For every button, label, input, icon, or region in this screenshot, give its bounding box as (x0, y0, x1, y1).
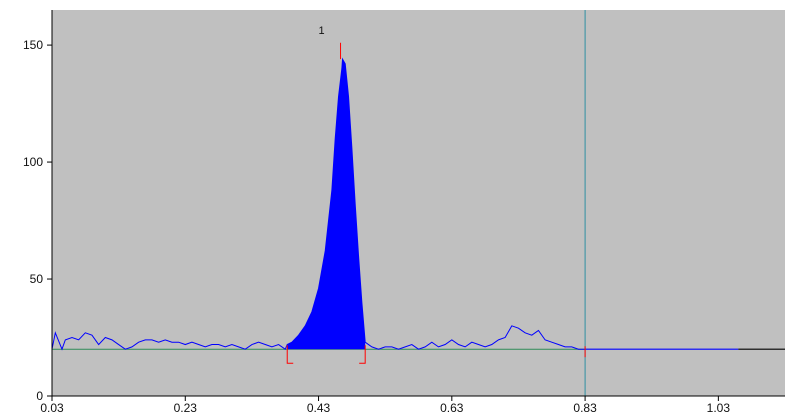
axes-layer (47, 10, 785, 401)
plot-area-background (52, 10, 785, 396)
x-tick-label-3: 0.63 (440, 401, 464, 414)
y-tick-label-0: 0 (36, 389, 43, 403)
integration-start-mark (286, 345, 294, 364)
x-tick-label-2: 0.43 (307, 401, 331, 414)
x-tick-label-1: 0.23 (174, 401, 198, 414)
x-tick-label-4: 0.83 (573, 401, 597, 414)
peak-label: 1 (318, 25, 324, 37)
y-tick-label-1: 50 (30, 272, 44, 286)
labels-layer: 0.03 0.23 0.43 0.63 0.83 1.03 0 50 100 150 1 (23, 25, 730, 414)
peak-fill-area (287, 59, 366, 350)
trace-layer (51, 10, 785, 396)
y-tick-label-3: 150 (23, 38, 43, 52)
y-tick-label-2: 100 (23, 155, 43, 169)
x-tick-label-5: 1.03 (707, 401, 731, 414)
x-tick-label-0: 0.03 (40, 401, 64, 414)
integration-end-mark (359, 345, 366, 364)
trace-line (51, 57, 586, 351)
